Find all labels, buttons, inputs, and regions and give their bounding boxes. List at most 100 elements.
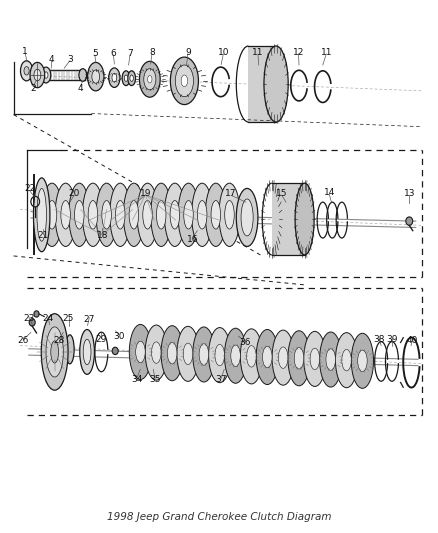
Ellipse shape [294,348,304,369]
Bar [248,46,276,122]
Text: 4: 4 [49,55,54,64]
Ellipse shape [262,346,272,368]
Ellipse shape [236,189,258,246]
Text: 4: 4 [78,84,83,93]
Ellipse shape [177,326,199,382]
Ellipse shape [198,200,207,229]
Ellipse shape [208,328,231,383]
Ellipse shape [30,62,45,88]
Ellipse shape [96,183,117,246]
Ellipse shape [152,342,161,364]
Text: 7: 7 [127,49,133,58]
Ellipse shape [130,75,134,82]
Ellipse shape [326,349,336,370]
Ellipse shape [151,183,172,246]
Ellipse shape [129,325,152,379]
Ellipse shape [116,200,125,229]
Text: 15: 15 [276,189,287,198]
Ellipse shape [167,343,177,364]
Bar [272,183,304,255]
Ellipse shape [79,69,87,82]
Ellipse shape [225,328,247,383]
Ellipse shape [137,183,158,246]
Ellipse shape [109,68,120,87]
Text: 10: 10 [218,48,229,57]
Ellipse shape [82,183,103,246]
Text: 6: 6 [111,49,117,58]
Ellipse shape [231,345,240,367]
Ellipse shape [46,327,64,377]
Ellipse shape [129,200,139,229]
Text: 5: 5 [92,49,98,58]
Ellipse shape [247,346,256,367]
Ellipse shape [55,183,76,246]
Ellipse shape [181,75,187,87]
Ellipse shape [143,200,152,229]
Text: 14: 14 [324,188,335,197]
Text: 38: 38 [373,335,385,344]
Ellipse shape [51,341,59,363]
Ellipse shape [358,350,367,372]
Ellipse shape [215,344,225,366]
Text: 12: 12 [293,48,304,57]
Ellipse shape [110,183,131,246]
Ellipse shape [183,343,193,365]
Ellipse shape [42,183,63,246]
Ellipse shape [92,70,100,83]
Ellipse shape [199,344,208,365]
Ellipse shape [41,314,68,390]
Text: 21: 21 [37,231,48,240]
Circle shape [29,319,35,326]
Ellipse shape [279,347,288,368]
Text: 37: 37 [215,375,227,384]
Text: 23: 23 [23,314,35,322]
Ellipse shape [69,183,90,246]
Ellipse shape [211,200,221,229]
Text: 34: 34 [131,375,142,384]
Ellipse shape [256,329,279,384]
Ellipse shape [66,335,74,364]
Ellipse shape [148,76,152,83]
Ellipse shape [219,183,240,246]
Ellipse shape [37,189,46,241]
Circle shape [406,217,413,225]
Ellipse shape [320,332,342,387]
Ellipse shape [225,200,234,229]
Text: 27: 27 [84,315,95,324]
Text: 2: 2 [30,84,36,93]
Ellipse shape [192,183,213,246]
Ellipse shape [136,341,145,362]
Ellipse shape [170,200,180,229]
Text: 11: 11 [252,48,264,57]
Ellipse shape [128,71,135,86]
Ellipse shape [102,200,111,229]
Text: 11: 11 [321,48,332,57]
Text: 29: 29 [95,335,107,344]
Text: 3: 3 [67,55,73,64]
Ellipse shape [144,69,156,90]
Ellipse shape [175,65,194,96]
Ellipse shape [88,200,98,229]
Text: 22: 22 [24,184,35,193]
Ellipse shape [184,200,193,229]
Ellipse shape [193,327,215,382]
Ellipse shape [342,350,351,371]
Ellipse shape [88,62,104,91]
Text: 16: 16 [187,235,199,244]
Ellipse shape [145,325,167,380]
Ellipse shape [178,183,199,246]
Ellipse shape [74,200,84,229]
Ellipse shape [139,61,160,97]
Ellipse shape [21,61,32,81]
Ellipse shape [44,72,48,78]
Ellipse shape [288,331,310,386]
Ellipse shape [351,333,374,389]
Circle shape [112,347,118,354]
Text: 25: 25 [63,314,74,322]
Ellipse shape [124,183,145,246]
Ellipse shape [80,329,95,374]
Text: 26: 26 [18,336,29,345]
Text: 9: 9 [185,48,191,57]
Ellipse shape [61,200,71,229]
Ellipse shape [164,183,185,246]
